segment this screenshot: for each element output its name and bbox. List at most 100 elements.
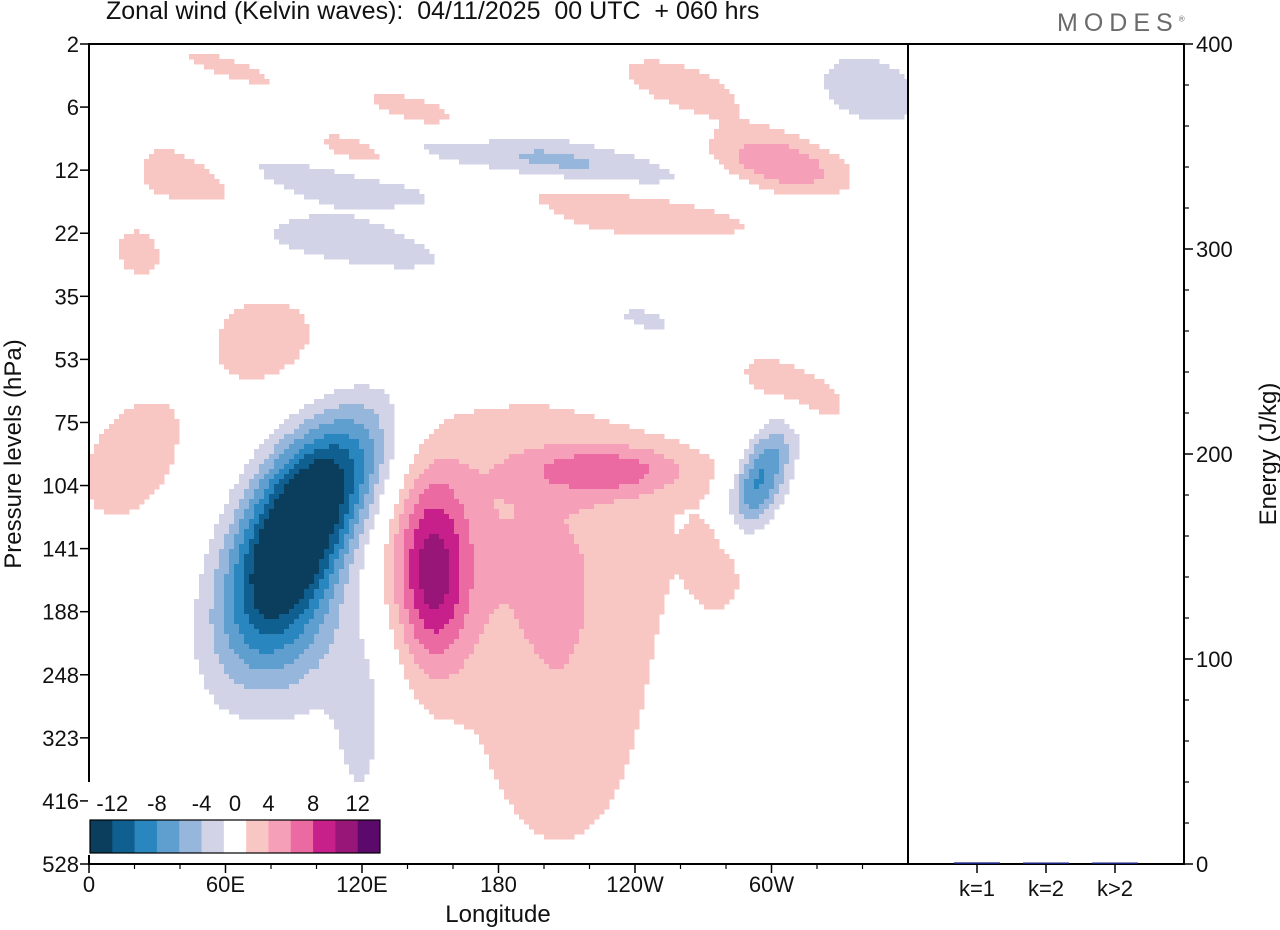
heatmap-cell: [244, 509, 250, 515]
heatmap-cell: [439, 469, 445, 475]
heatmap-cell: [284, 519, 290, 525]
heatmap-cell: [499, 154, 505, 160]
heatmap-cell: [659, 94, 665, 100]
heatmap-cell: [879, 64, 885, 70]
heatmap-cell: [314, 194, 320, 200]
heatmap-cell: [344, 544, 350, 550]
heatmap-cell: [689, 209, 695, 215]
heatmap-cell: [134, 459, 140, 465]
heatmap-cell: [289, 529, 295, 535]
heatmap-cell: [324, 219, 330, 225]
heatmap-cell: [159, 164, 165, 170]
heatmap-cell: [654, 439, 660, 445]
heatmap-cell: [344, 464, 350, 470]
heatmap-cell: [629, 204, 635, 210]
heatmap-cell: [494, 429, 500, 435]
heatmap-cell: [164, 429, 170, 435]
heatmap-cell: [144, 464, 150, 470]
heatmap-cell: [664, 439, 670, 445]
heatmap-cell: [134, 444, 140, 450]
heatmap-cell: [454, 489, 460, 495]
heatmap-cell: [659, 444, 665, 450]
heatmap-cell: [299, 244, 305, 250]
heatmap-cell: [384, 434, 390, 440]
heatmap-cell: [129, 479, 135, 485]
heatmap-cell: [654, 544, 660, 550]
heatmap-cell: [669, 504, 675, 510]
heatmap-cell: [529, 139, 535, 145]
heatmap-cell: [639, 504, 645, 510]
heatmap-cell: [284, 334, 290, 340]
heatmap-cell: [739, 524, 745, 530]
heatmap-cell: [594, 444, 600, 450]
heatmap-cell: [119, 509, 125, 515]
heatmap-cell: [754, 154, 760, 160]
heatmap-cell: [534, 169, 540, 175]
heatmap-cell: [454, 474, 460, 480]
heatmap-cell: [344, 474, 350, 480]
heatmap-cell: [359, 144, 365, 150]
heatmap-cell: [244, 334, 250, 340]
heatmap-cell: [489, 144, 495, 150]
heatmap-cell: [794, 439, 800, 445]
heatmap-cell: [824, 79, 830, 85]
heatmap-cell: [354, 239, 360, 245]
heatmap-cell: [714, 229, 720, 235]
heatmap-cell: [694, 89, 700, 95]
heatmap-cell: [104, 484, 110, 490]
heatmap-cell: [634, 499, 640, 505]
heatmap-cell: [604, 469, 610, 475]
heatmap-cell: [759, 429, 765, 435]
heatmap-cell: [869, 64, 875, 70]
heatmap-cell: [664, 494, 670, 500]
heatmap-cell: [474, 514, 480, 520]
heatmap-cell: [269, 539, 275, 545]
heatmap-cell: [829, 79, 835, 85]
heatmap-cell: [514, 499, 520, 505]
heatmap-cell: [374, 489, 380, 495]
heatmap-cell: [484, 484, 490, 490]
heatmap-cell: [349, 204, 355, 210]
heatmap-cell: [529, 474, 535, 480]
heatmap-cell: [499, 439, 505, 445]
heatmap-cell: [764, 144, 770, 150]
heatmap-cell: [309, 539, 315, 545]
heatmap-cell: [224, 69, 230, 75]
chart-title: Zonal wind (Kelvin waves): 04/11/2025 00…: [106, 0, 760, 25]
heatmap-cell: [549, 469, 555, 475]
heatmap-cell: [874, 89, 880, 95]
heatmap-cell: [614, 544, 620, 550]
heatmap-cell: [364, 464, 370, 470]
heatmap-cell: [569, 524, 575, 530]
heatmap-cell: [879, 109, 885, 115]
heatmap-cell: [304, 434, 310, 440]
heatmap-cell: [199, 194, 205, 200]
heatmap-cell: [634, 444, 640, 450]
heatmap-cell: [414, 259, 420, 265]
heatmap-cell: [109, 434, 115, 440]
heatmap-cell: [384, 99, 390, 105]
heatmap-cell: [119, 249, 125, 255]
heatmap-cell: [394, 259, 400, 265]
heatmap-cell: [499, 414, 505, 420]
heatmap-cell: [644, 469, 650, 475]
heatmap-cell: [654, 454, 660, 460]
heatmap-cell: [329, 504, 335, 510]
heatmap-cell: [314, 514, 320, 520]
heatmap-cell: [789, 429, 795, 435]
heatmap-cell: [319, 504, 325, 510]
heatmap-cell: [699, 469, 705, 475]
heatmap-cell: [534, 149, 540, 155]
heatmap-cell: [509, 439, 515, 445]
heatmap-cell: [239, 354, 245, 360]
heatmap-cell: [689, 464, 695, 470]
heatmap-cell: [369, 224, 375, 230]
heatmap-cell: [474, 439, 480, 445]
heatmap-cell: [124, 489, 130, 495]
heatmap-cell: [304, 179, 310, 185]
heatmap-cell: [174, 164, 180, 170]
heatmap-cell: [689, 94, 695, 100]
heatmap-cell: [484, 494, 490, 500]
heatmap-cell: [449, 539, 455, 545]
heatmap-cell: [754, 459, 760, 465]
